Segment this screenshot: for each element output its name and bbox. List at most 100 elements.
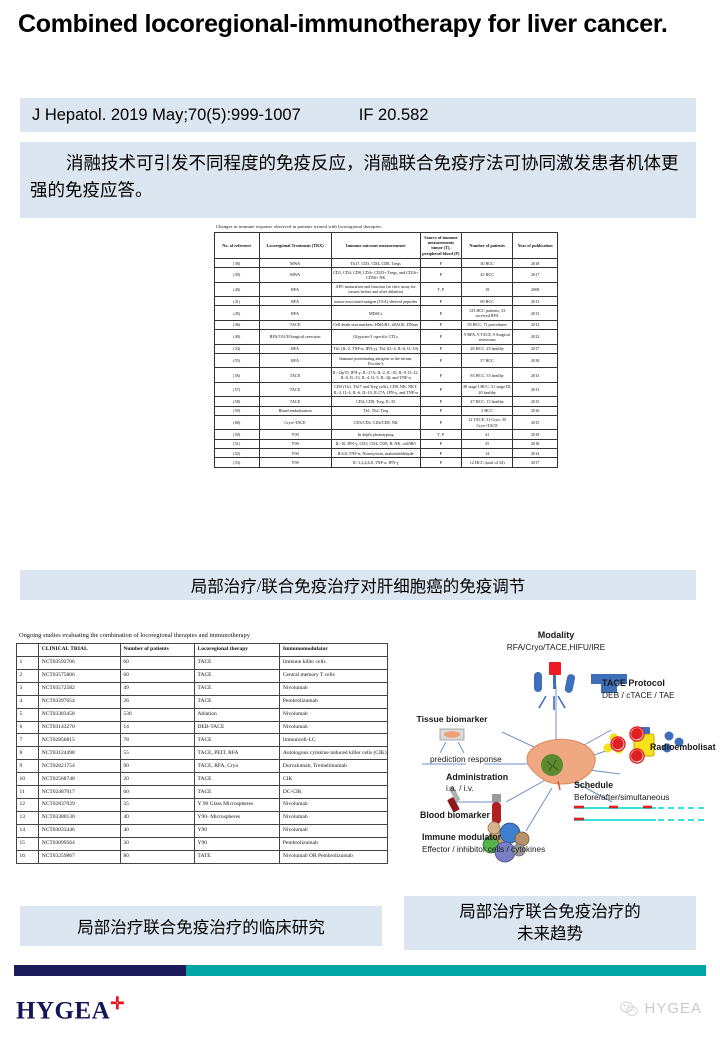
immune-response-cell-5: 2017 [512, 343, 558, 354]
immune-response-cell-4: 30 HCC [460, 257, 514, 269]
table-row: 15 NCT03099564 30 Y90 Pembrolizumab [15, 836, 388, 851]
clinical-trial-cell-4: Immune killer cells [279, 655, 388, 670]
clinical-trial-cell-0: 14 [15, 823, 40, 838]
table-row: 8 NCT03124498 55 TACE, PEIT, RFA Autologous … [15, 746, 388, 761]
immune-response-cell-2: Immune potentiating antigens in the seru… [330, 352, 421, 369]
diagram-modality-sub: RFA/Cryo/TACE,HIFU/IRE [507, 642, 606, 652]
immune-response-cell-0: (46) [214, 319, 260, 331]
clinical-trial-cell-1: NCT03259867 [38, 849, 121, 864]
immune-response-cell-4: 9 RFA, 9 TACE, 9 Surgical resections [460, 329, 514, 345]
clinical-trial-cell-1: NCT03575806 [38, 668, 121, 683]
clinical-trial-cell-4: Nivolumab [279, 681, 388, 696]
immune-response-cell-2: IL-1,2,4,6,8, TNF-α, IFN-γ [330, 457, 421, 468]
diagram-immune-modulator-title: Immune modulator [422, 832, 502, 842]
immune-response-cell-4: 41 [460, 429, 514, 440]
immune-response-cell-1: Y90 [258, 457, 332, 468]
table-row: (52) Y90 IL6,8, TNF-α, Nitrotyrosin, malon… [214, 447, 558, 459]
caption-clinical-studies: 局部治疗联合免疫治疗的临床研究 [20, 906, 382, 946]
clinical-trial-cell-2: 26 [119, 694, 196, 709]
table-row: (53) Y90 IL-1,2,4,6,8, TNF-α, IFN-γ P 12 HCC… [214, 457, 558, 468]
clinical-trial-cell-1: NCT02837029 [38, 798, 121, 812]
immune-response-cell-1: Y90 [258, 438, 332, 449]
clinical-trial-cell-4: Nivolumab [279, 823, 388, 838]
immune-response-cell-2: Th17, CD3, CD4, CD8, Tregs [330, 257, 421, 269]
immune-response-cell-0: (59) [214, 405, 260, 416]
immune-response-cell-3: P [419, 367, 462, 383]
immune-response-cell-5: 2013 [512, 305, 558, 321]
immune-response-cell-5: 2015 [512, 396, 558, 407]
clinical-trial-cell-2: 40 [119, 823, 196, 838]
clinical-trial-cell-4: Central memory T cells [279, 668, 388, 683]
clinical-trial-cell-0: 11 [15, 785, 40, 800]
clinical-trial-cell-2: 78 [119, 733, 196, 748]
immune-response-cell-2: IL-12p70, IFN-γ, IL-17A, IL-2, IL-10, IL… [330, 367, 421, 383]
immune-response-cell-0: (56) [214, 367, 260, 383]
syringe-icon [447, 785, 461, 813]
immune-response-cell-2: MDSCs [330, 305, 421, 321]
clinical-trial-cell-1: NCT03099564 [38, 836, 121, 851]
clinical-trial-cell-3: TACE [194, 733, 281, 748]
immune-response-cell-0: (51) [214, 438, 260, 449]
immune-response-cell-2: APC maturation and function (in vitro as… [330, 281, 421, 298]
clinical-trial-cell-1: NCT03572582 [38, 681, 121, 696]
clinical-trial-cell-4: Nivolumab [279, 720, 388, 735]
clinical-trial-cell-0: 2 [15, 668, 40, 683]
modality-icons [534, 662, 627, 710]
immune-response-cell-4: 47 HCC, 15 healthy [460, 396, 514, 407]
immune-response-cell-3: P [419, 381, 462, 398]
caption-future-trends-line2: 未来趋势 [517, 924, 583, 943]
clinical-trial-cell-1: NCT03383458 [38, 707, 121, 722]
immune-response-cell-2: CD3/CD4, CD4/CD8, NK [330, 414, 421, 431]
clinical-trial-cell-3: TACE [194, 668, 281, 683]
summary-text: 消融技术可引发不同程度的免疫反应，消融联合免疫疗法可协同激发患者机体更强的免疫应… [30, 153, 679, 201]
immune-response-header-4: Number of patients [460, 232, 514, 259]
clinical-trial-cell-3: DEB-TACE [194, 720, 281, 735]
clinical-trial-cell-1: NCT02487017 [38, 785, 121, 800]
caption-immune-modulation: 局部治疗/联合免疫治疗对肝细胞癌的免疫调节 [20, 570, 696, 600]
clinical-trial-header-2: Number of patients [119, 643, 196, 657]
immune-response-cell-2: CD4, CD8, Treg, IL-35 [330, 396, 421, 407]
immune-response-cell-5: 2018 [512, 429, 558, 440]
clinical-trial-cell-1: NCT03380130 [38, 810, 121, 825]
immune-response-cell-0: (39) [214, 267, 260, 283]
immune-response-cell-4: 14 [460, 447, 514, 459]
immune-response-cell-5: 2018 [512, 438, 558, 449]
clinical-trial-cell-3: TATE [194, 849, 281, 864]
clinical-trial-header-0 [15, 643, 40, 657]
table-row: (39) MWA CD3, CD4, CD8, CD4+ CD25+ Tregs, … [214, 267, 558, 283]
table-row: 14 NCT03033446 40 Y90 Nivolumab [15, 823, 388, 838]
future-trends-diagram: Modality RFA/Cryo/TACE,HIFU/IRE TACE Pro… [406, 626, 716, 881]
table-row: 12 NCT02837029 35 Y 90 Glass Microspheres Ni… [15, 798, 388, 812]
immune-response-cell-0: (41) [214, 296, 260, 307]
immune-response-cell-0: (49) [214, 329, 260, 345]
schedule-timeline [574, 805, 706, 821]
immune-response-cell-4: 12 HCC (total of 34) [460, 457, 514, 468]
blood-tube-icon [492, 794, 501, 824]
diagram-tace-title: TACE Protocol [602, 678, 665, 688]
immune-response-cell-2: Cell death sera markers: HMGB1, sRAGE, D… [330, 319, 421, 331]
clinical-trial-cell-3: TACE [194, 655, 281, 670]
immune-response-cell-4: 32 TACE, 31 Cryo, 35 Cryo+TACE [460, 414, 514, 431]
table-row: (56) TACE IL-12p70, IFN-γ, IL-17A, IL-2, I… [214, 367, 558, 383]
immune-response-cell-3: P [419, 296, 462, 307]
clinical-trial-cell-3: Y90 [194, 823, 281, 838]
clinical-trial-cell-0: 4 [15, 694, 40, 709]
immune-response-cell-0: (50) [214, 429, 260, 440]
caption-future-trends-line1: 局部治疗联合免疫治疗的 [459, 901, 641, 921]
clinical-trial-cell-3: Ablation [194, 707, 281, 722]
radiation-icons [610, 726, 645, 764]
tissue-biomarker-icon [439, 728, 465, 754]
immune-cell-cluster [482, 821, 530, 863]
table-row: (50) Y90 In depth phenotyping T, P 41 2018 [214, 429, 558, 440]
clinical-trial-cell-3: Y90- Microspheres [194, 810, 281, 825]
table2-header-row: CLINICAL TRIAL Number of patients Locoregi… [15, 643, 388, 657]
hygea-logo-text: HYGEA [16, 997, 111, 1025]
clinical-trial-cell-0: 12 [15, 798, 40, 812]
footer-bar-navy [14, 965, 186, 976]
clinical-trial-cell-0: 9 [15, 759, 40, 774]
immune-response-cell-5: 2014 [512, 447, 558, 459]
table-row: (38) MWA Th17, CD3, CD4, CD8, Tregs P 30 HCC… [214, 257, 558, 269]
clinical-trial-cell-4: Pembrolizumab [279, 836, 388, 851]
immune-response-cell-2: In depth phenotyping [330, 429, 421, 440]
